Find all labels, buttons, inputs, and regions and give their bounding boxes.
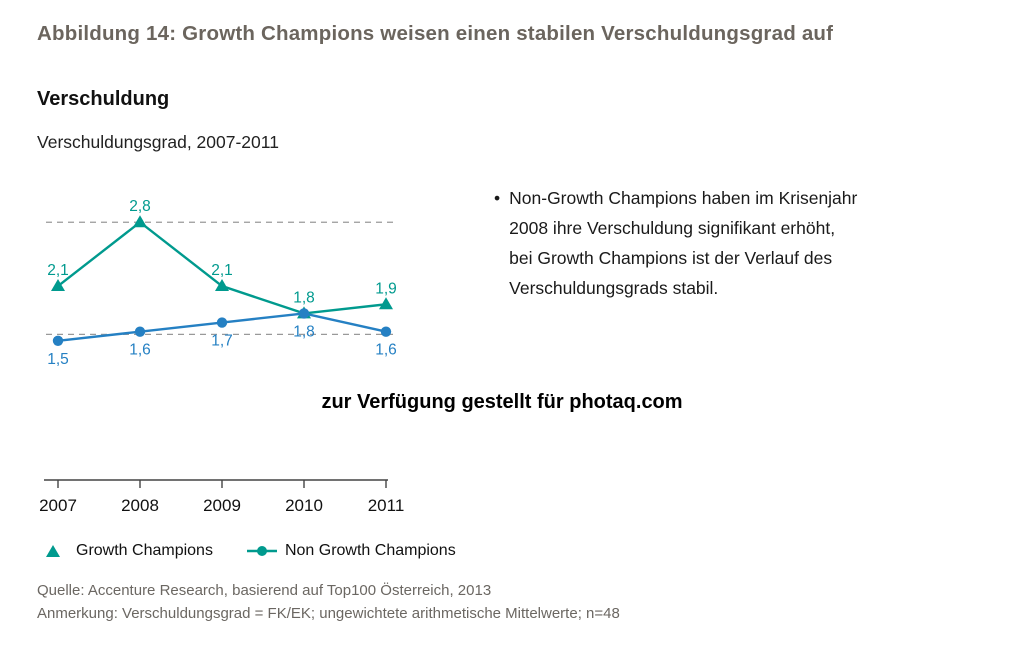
- bullet-point: • Non-Growth Champions haben im Krisenja…: [494, 183, 934, 303]
- section-title: Verschuldung: [37, 88, 170, 110]
- figure-title: Abbildung 14: Growth Champions weisen ei…: [37, 22, 834, 45]
- x-axis-label: 2010: [285, 496, 323, 515]
- legend-label: Non Growth Champions: [284, 542, 456, 559]
- chart-subtitle: Verschuldungsgrad, 2007-2011: [37, 132, 279, 152]
- data-point-circle: [380, 326, 392, 337]
- data-label: 1,7: [211, 333, 233, 350]
- data-label: 1,9: [375, 280, 397, 297]
- watermark: zur Verfügung gestellt für photaq.com: [321, 391, 683, 413]
- footer: Quelle: Accenture Research, basierend au…: [37, 580, 620, 625]
- x-axis-label: 2008: [121, 496, 159, 515]
- legend: Growth Champions Non Growth Champions: [38, 542, 456, 560]
- note-text: Anmerkung: Verschuldungsgrad = FK/EK; un…: [37, 604, 620, 622]
- legend-label: Growth Champions: [76, 542, 213, 559]
- circle-line-icon: [246, 546, 277, 556]
- legend-item-non-growth-champions: Non Growth Champions: [246, 542, 456, 560]
- x-axis-label: 2007: [39, 496, 77, 515]
- data-point-circle: [134, 326, 146, 337]
- data-point-circle: [216, 317, 228, 328]
- data-point-triangle: [215, 279, 229, 292]
- data-point-triangle: [51, 279, 65, 292]
- data-label: 1,6: [129, 342, 151, 359]
- data-label: 2,1: [211, 262, 233, 279]
- legend-item-growth-champions: Growth Champions: [38, 542, 213, 560]
- data-label: 2,8: [129, 198, 151, 215]
- data-point-circle: [52, 335, 64, 346]
- debt-line-chart: 2007 2008 2009 2010 2011 2,1 2,8 2,1 1,8 1,9 1,5 1,…: [39, 198, 405, 515]
- data-label: 1,6: [375, 342, 397, 359]
- data-point-triangle: [133, 215, 147, 228]
- bullet-icon: •: [494, 188, 501, 208]
- bullet-text: Non-Growth Champions haben im Krisenjahr…: [509, 188, 858, 299]
- source-text: Quelle: Accenture Research, basierend au…: [37, 582, 492, 599]
- data-point-triangle: [379, 297, 393, 310]
- data-label: 2,1: [47, 262, 69, 279]
- data-point-circle: [298, 308, 310, 319]
- data-label: 1,8: [293, 289, 315, 306]
- data-label: 1,8: [293, 323, 315, 340]
- x-axis-label: 2011: [368, 496, 405, 515]
- data-label: 1,5: [47, 351, 69, 368]
- triangle-icon: [46, 545, 60, 557]
- x-axis-label: 2009: [203, 496, 241, 515]
